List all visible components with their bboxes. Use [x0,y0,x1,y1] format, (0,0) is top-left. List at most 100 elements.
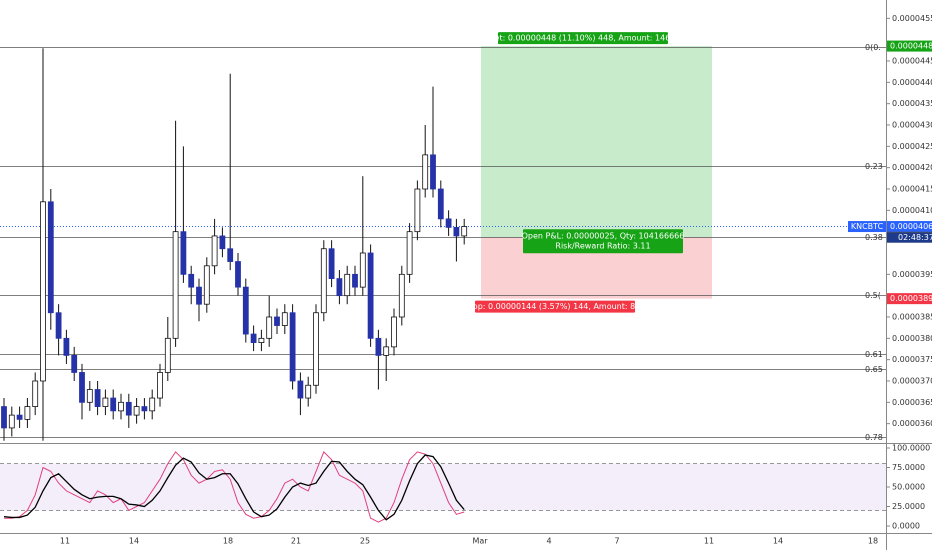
candle-body [133,406,140,416]
candle-body [297,380,304,399]
y-tick-label: 0.00004350 [892,99,932,108]
candle-body [453,226,460,237]
fib-label: 0(0. [865,43,881,52]
axes: 0.00004550 0.00004450 0.00004400 0.00004350… [60,14,932,546]
candle-body [8,414,15,429]
y-tick-label: 0.00004450 [892,57,932,66]
entry-label-box [523,229,683,254]
candle-body [47,201,54,314]
stoch-tick-label: 0.0000 [892,522,920,531]
price-label: 0.00004485 [890,42,932,51]
y-tick-label: 0.00003650 [892,398,932,407]
x-tick-label: 11 [60,537,70,546]
candle-body [266,316,273,339]
candle-body [352,273,358,288]
fib-label: 0.38 [865,233,883,242]
candle-body [94,389,101,407]
price-label: 0.00003893 [890,294,932,303]
price-label-box [887,40,932,52]
y-tick-label: 0.00004100 [892,206,932,215]
ratio-label: Risk/Reward Ratio: 3.11 [555,242,650,251]
candle-body [203,265,210,305]
candle-body [32,380,39,407]
candle-body [172,231,179,339]
candle-body [258,337,265,343]
candle-body [118,401,124,412]
candle-body [40,201,46,382]
x-tick-label: 18 [868,537,878,546]
fib-label: 0.23 [865,162,883,171]
candle-body [375,337,382,356]
stoch-tick-label: 50.0000 [892,483,925,492]
y-tick-label: 0.00004300 [892,121,932,130]
candle-body [24,406,31,420]
y-tick-label: 0.00003700 [892,376,932,385]
candle-body [141,406,148,412]
symbol-label: KNCBTC [851,222,884,231]
fib-label: 0.61 [865,350,883,359]
candle-body [196,286,202,305]
candle-body [398,273,405,318]
candle-body [227,248,234,262]
price-label-box [887,221,932,233]
candle-body [344,273,351,297]
candle-body [406,231,413,275]
candle-body [359,252,366,288]
countdown-label: 02:48:37 [898,233,932,242]
stoch-tick-label: 25.0000 [892,502,925,511]
candle-body [242,286,249,335]
x-tick-label: 25 [360,537,370,546]
candle-body [16,414,23,420]
candle-body [461,226,468,237]
y-tick-label: 0.00004200 [892,163,932,172]
target-label: Target: 0.00000448 (11.10%) 448, Amount:… [477,34,688,43]
stoch-tick-label: 75.0000 [892,463,925,472]
candle-body [149,397,156,412]
candle-body [63,337,70,356]
candle-body [250,333,257,343]
countdown-box [887,232,932,243]
candle-body [320,248,327,314]
fib-label: 0.65 [865,365,883,374]
target-label-box [498,32,668,45]
candle-body [281,312,288,326]
candle-body [391,316,397,348]
candle-body [1,406,7,429]
candle-body [445,218,452,228]
fib-label: 0.78 [865,433,883,442]
x-tick-label: 4 [546,537,551,546]
candle-body [157,372,163,399]
stoch-k-line [4,451,465,523]
candle-body [180,231,187,275]
price-label-box [887,293,932,305]
candle-body [305,384,312,399]
x-tick-label: 14 [129,537,139,546]
y-tick-label: 0.00004400 [892,78,932,87]
candle-body [110,397,117,412]
x-tick-label: 11 [704,537,714,546]
candle-body [289,312,296,382]
y-tick-label: 0.00004250 [892,142,932,151]
candle-body [313,312,319,386]
candle-body [437,188,444,220]
x-tick-label: 14 [773,537,783,546]
profit-zone [481,46,712,238]
symbol-box [848,221,886,233]
candle-body [164,337,171,373]
candle-body [125,401,132,416]
candle-body [430,154,436,190]
x-tick-label: Mar [472,537,488,546]
candle-body [102,397,109,407]
stoch-tick-label: 100.0000 [892,444,930,453]
candle-body [336,278,343,297]
price-label: 0.00004062 [890,222,932,231]
main-pane: 0(0. 0.23 0.38 0.5(0.61 0.65 0.78 Target: 0.00… [0,32,886,523]
candle-body [383,346,390,356]
y-tick-label: 0.00003850 [892,312,932,321]
y-tick-label: 0.00004550 [892,14,932,23]
x-tick-label: 7 [614,537,619,546]
candle-body [86,389,93,403]
y-tick-label: 0.00003750 [892,355,932,364]
